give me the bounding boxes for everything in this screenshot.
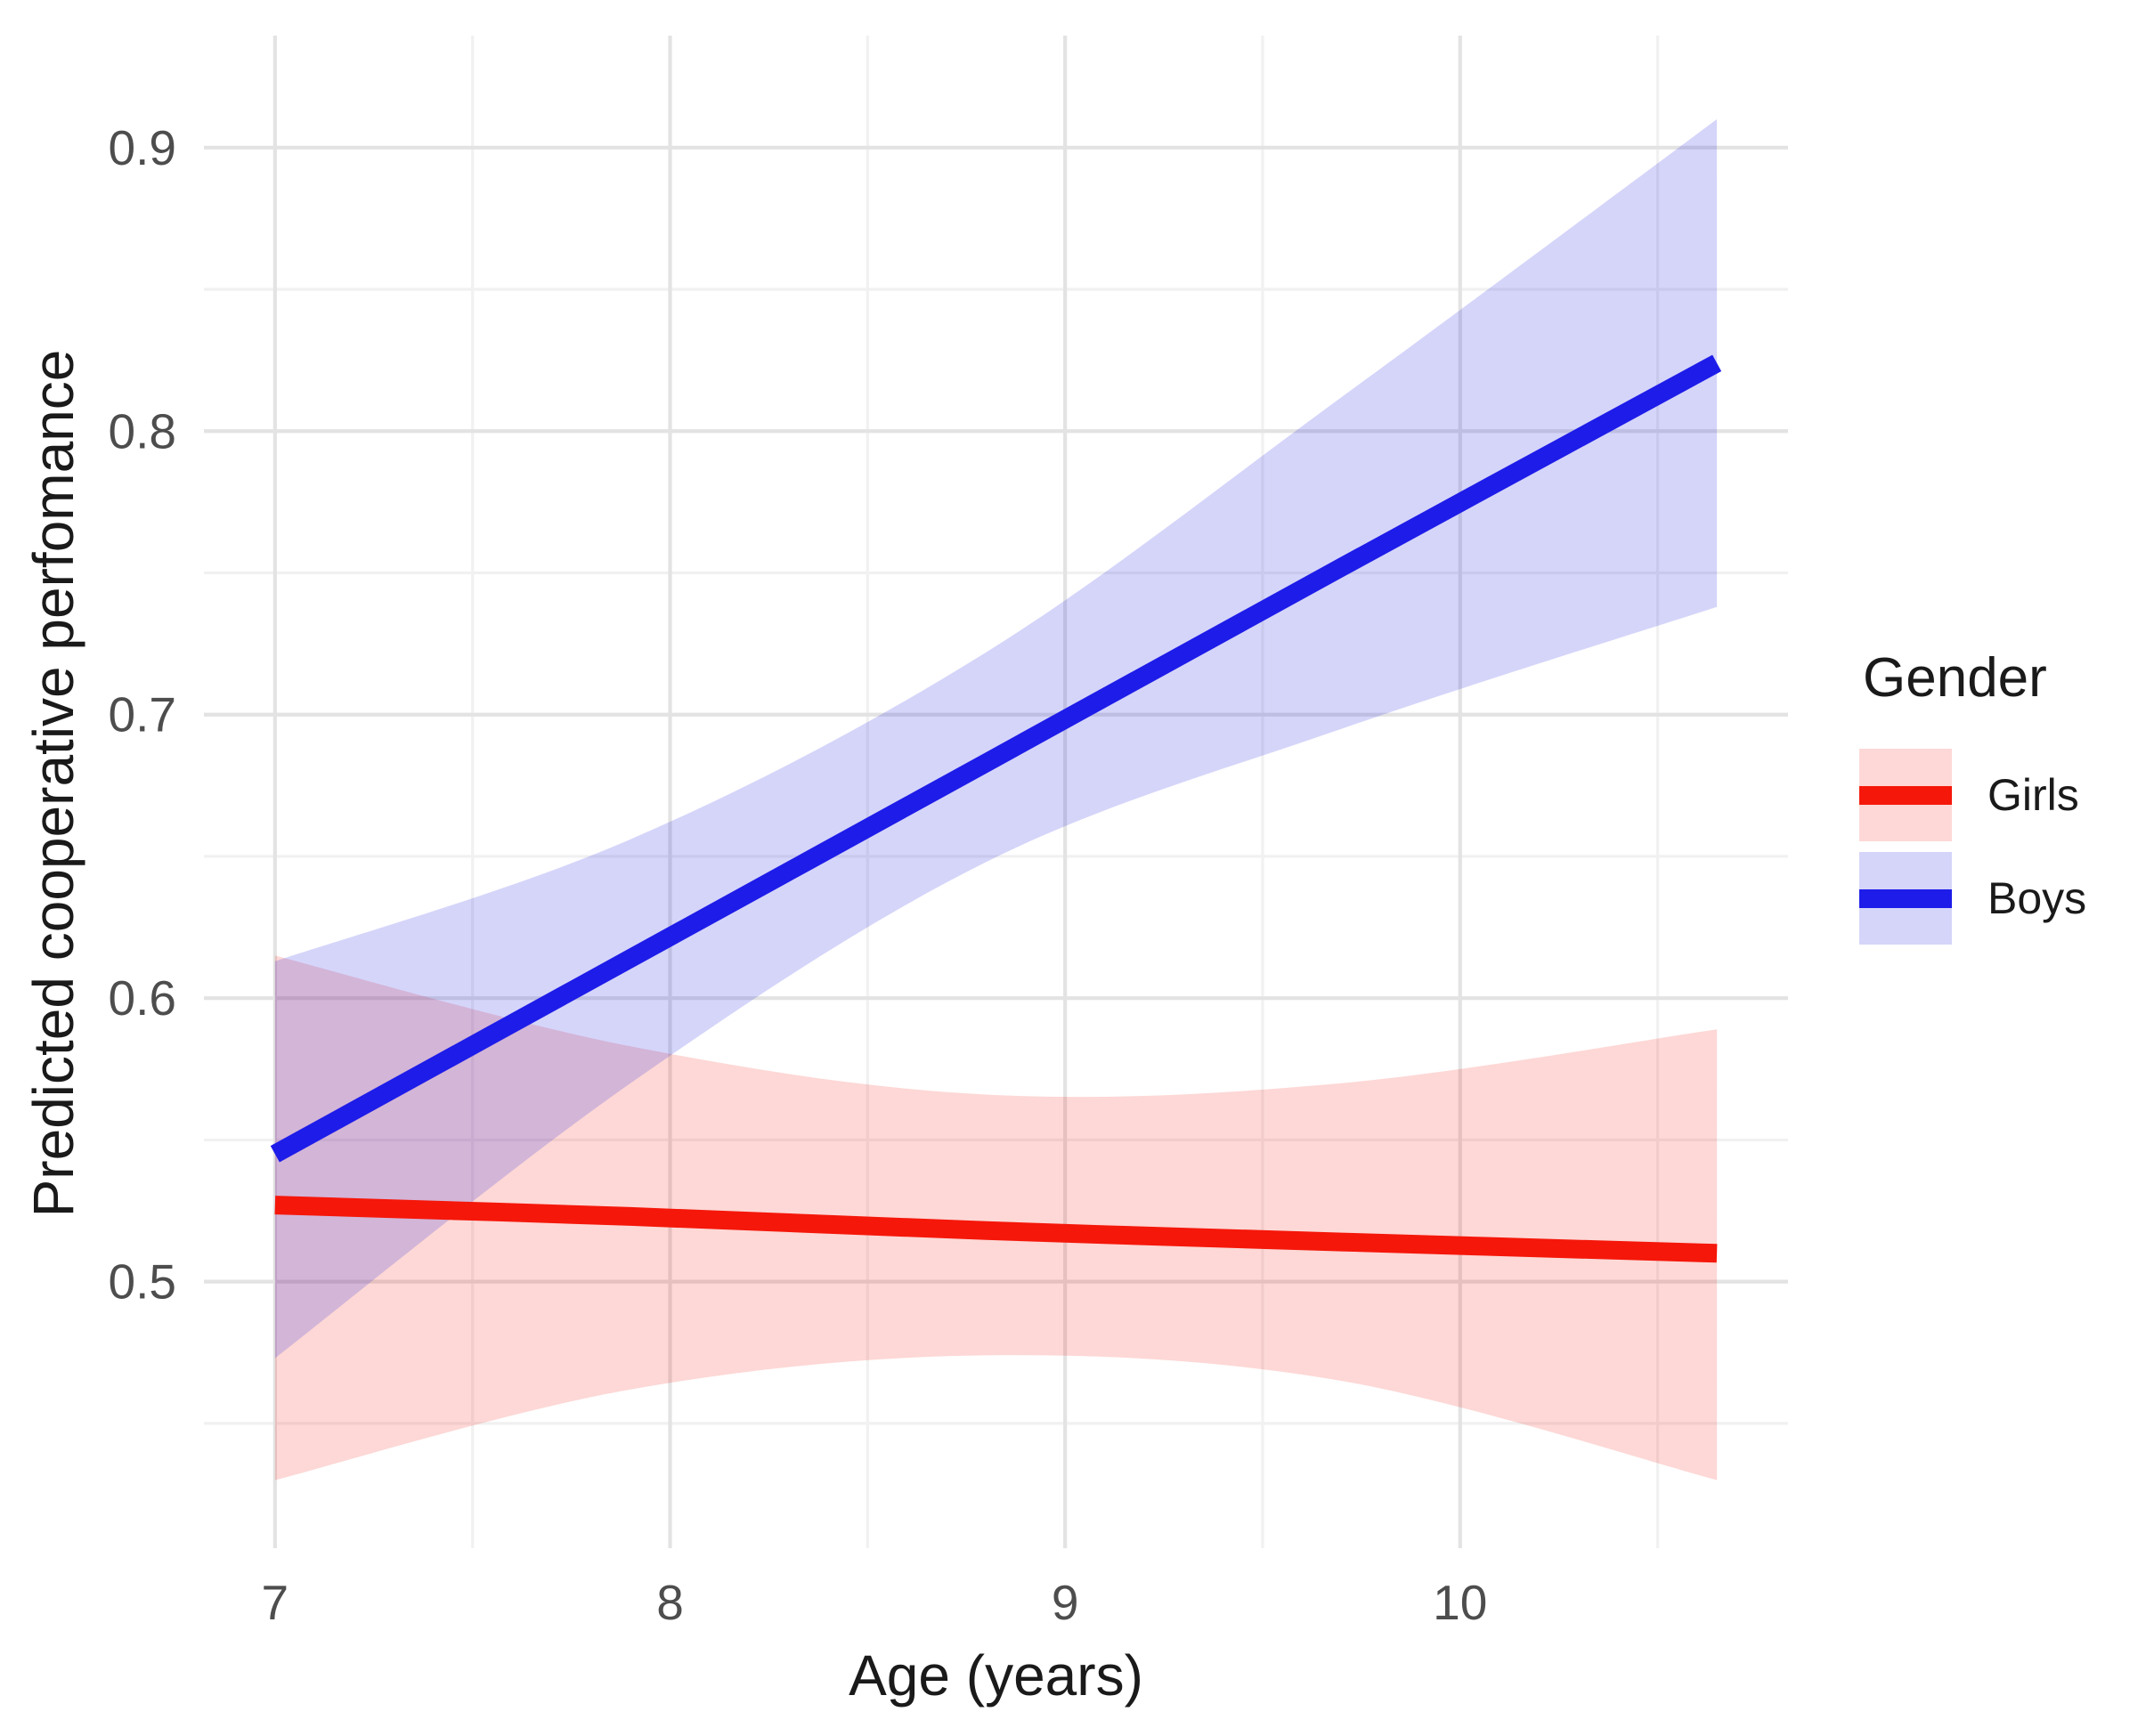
boys-ribbon-swatch <box>1859 852 1952 945</box>
minor-gridlines <box>204 36 1788 1548</box>
y-tick-label: 0.7 <box>109 687 176 742</box>
legend-title: Gender <box>1863 647 2047 709</box>
x-tick-label: 10 <box>1433 1575 1487 1630</box>
y-tick-label: 0.8 <box>109 403 176 458</box>
legend-item-boys: Boys <box>1859 852 2086 945</box>
x-tick-label: 9 <box>1052 1575 1079 1630</box>
legend: Gender Girls Boys <box>1859 646 2086 955</box>
x-axis-title: Age (years) <box>849 1643 1143 1708</box>
x-tick-labels: 7 8 9 10 <box>262 1575 1488 1630</box>
y-tick-label: 0.9 <box>109 120 176 175</box>
x-tick-label: 8 <box>656 1575 684 1630</box>
girls-ribbon <box>274 955 1718 1480</box>
legend-item-girls: Girls <box>1859 749 2086 841</box>
legend-label-boys: Boys <box>1987 873 2087 923</box>
legend-label-girls: Girls <box>1987 770 2079 820</box>
girls-line-swatch <box>1859 785 1952 805</box>
x-tick-label: 7 <box>262 1575 289 1630</box>
girls-ribbon-swatch <box>1859 749 1952 841</box>
girls-line <box>274 1196 1718 1263</box>
boys-ribbon <box>274 118 1718 1359</box>
major-gridlines <box>204 36 1788 1548</box>
boys-line <box>270 354 1722 1163</box>
boys-line-swatch <box>1859 888 1952 908</box>
y-tick-label: 0.6 <box>109 970 176 1026</box>
y-axis-title: Predicted cooperative perfomance <box>21 349 85 1218</box>
y-tick-label: 0.5 <box>109 1254 176 1310</box>
y-tick-labels: 0.5 0.6 0.7 0.8 0.9 <box>109 120 176 1310</box>
